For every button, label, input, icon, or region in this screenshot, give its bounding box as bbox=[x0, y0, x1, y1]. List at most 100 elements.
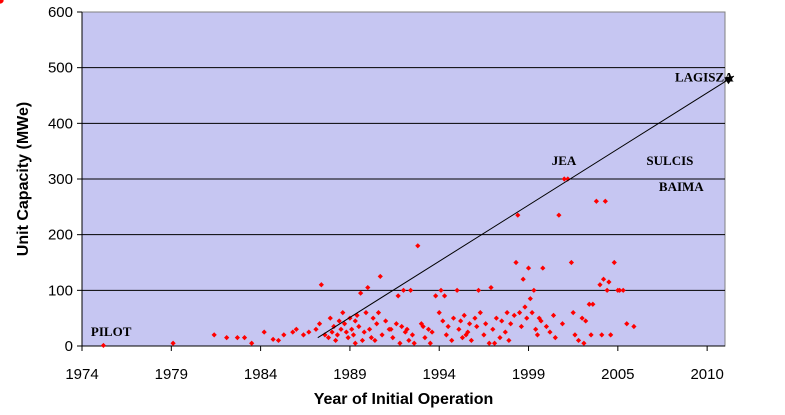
data-point bbox=[318, 282, 324, 288]
data-point bbox=[459, 335, 466, 341]
data-point bbox=[377, 273, 383, 280]
data-point bbox=[441, 293, 448, 299]
data-point bbox=[211, 332, 217, 338]
data-point bbox=[456, 326, 462, 332]
data-point bbox=[397, 340, 403, 346]
annotation-label: PILOT bbox=[91, 324, 132, 339]
data-point bbox=[504, 310, 510, 316]
data-point bbox=[499, 318, 505, 324]
data-point bbox=[334, 332, 341, 338]
data-point bbox=[350, 332, 357, 338]
data-point bbox=[502, 329, 508, 335]
data-point bbox=[475, 287, 482, 293]
data-point bbox=[356, 323, 362, 330]
trend-arrow-line bbox=[317, 75, 735, 339]
data-point bbox=[316, 321, 323, 327]
data-point bbox=[472, 315, 478, 321]
data-point bbox=[468, 337, 474, 344]
data-point bbox=[427, 340, 433, 346]
data-point bbox=[100, 342, 107, 349]
x-tick-label: 1989 bbox=[333, 366, 366, 383]
data-point bbox=[393, 321, 399, 327]
data-point bbox=[538, 318, 544, 324]
data-point bbox=[531, 287, 537, 293]
data-point bbox=[593, 198, 599, 204]
data-point bbox=[631, 323, 637, 330]
data-point bbox=[333, 337, 339, 344]
data-point bbox=[383, 318, 389, 324]
data-point bbox=[425, 326, 432, 332]
data-point bbox=[597, 282, 603, 288]
data-point bbox=[368, 335, 374, 341]
data-point bbox=[363, 310, 369, 316]
data-point bbox=[438, 287, 444, 293]
data-point bbox=[620, 287, 626, 293]
data-point bbox=[270, 336, 276, 342]
data-point bbox=[349, 326, 355, 332]
data-point bbox=[575, 337, 582, 344]
data-point bbox=[361, 329, 367, 335]
data-point bbox=[374, 321, 380, 327]
data-point bbox=[491, 340, 498, 346]
data-point bbox=[458, 318, 464, 324]
data-point bbox=[325, 335, 332, 341]
data-point bbox=[483, 321, 489, 327]
data-point bbox=[527, 296, 533, 302]
data-point bbox=[579, 315, 585, 321]
data-point bbox=[600, 276, 607, 282]
data-point bbox=[445, 323, 451, 330]
data-point bbox=[529, 310, 535, 316]
x-tick-label: 1994 bbox=[423, 366, 456, 383]
data-point bbox=[440, 318, 446, 324]
data-point bbox=[599, 332, 605, 338]
data-point bbox=[390, 335, 396, 341]
data-point bbox=[568, 259, 574, 266]
y-tick-label: 400 bbox=[48, 115, 73, 132]
y-axis-tick-labels: 0 100 200 300 400 500 600 bbox=[48, 4, 82, 355]
data-point bbox=[454, 287, 460, 293]
annotation-label: SULCIS bbox=[646, 153, 693, 168]
data-point bbox=[336, 318, 342, 324]
data-point bbox=[322, 332, 328, 338]
data-point bbox=[395, 293, 401, 299]
data-point bbox=[450, 315, 457, 321]
annotation-label: BAIMA bbox=[659, 179, 704, 194]
x-tick-label: 1984 bbox=[244, 366, 277, 383]
data-point bbox=[443, 332, 449, 338]
data-point bbox=[561, 176, 567, 182]
data-point bbox=[449, 337, 455, 344]
data-point bbox=[466, 321, 473, 327]
data-point bbox=[586, 301, 592, 307]
data-point bbox=[581, 340, 587, 346]
data-point bbox=[477, 310, 483, 316]
x-tick-label: 1979 bbox=[155, 366, 188, 383]
data-point bbox=[461, 312, 467, 318]
data-point bbox=[493, 315, 499, 321]
data-point bbox=[524, 315, 530, 321]
data-point bbox=[275, 337, 282, 344]
highlight-point bbox=[0, 0, 4, 4]
data-point bbox=[345, 335, 351, 341]
data-point bbox=[515, 212, 521, 218]
y-tick-label: 500 bbox=[48, 60, 73, 77]
data-point bbox=[533, 326, 539, 332]
data-point bbox=[261, 329, 267, 335]
y-axis-title: Unit Capacity (MWe) bbox=[15, 102, 32, 256]
annotations: PILOT LAGISZA JEA SULCIS BAIMA bbox=[91, 70, 734, 339]
data-point bbox=[525, 265, 532, 271]
x-axis-tick-labels: 1974 1979 1984 1989 1994 1999 2005 2010 bbox=[65, 346, 724, 383]
data-point bbox=[547, 329, 553, 335]
data-point bbox=[624, 321, 630, 327]
data-point bbox=[354, 312, 360, 318]
data-point bbox=[372, 337, 378, 344]
data-point bbox=[611, 259, 617, 266]
data-point bbox=[486, 340, 492, 346]
data-point bbox=[536, 315, 542, 321]
data-point bbox=[370, 315, 376, 321]
data-point bbox=[497, 335, 503, 341]
y-tick-label: 300 bbox=[48, 171, 73, 188]
data-point bbox=[481, 332, 487, 338]
data-point bbox=[474, 323, 480, 330]
data-point bbox=[352, 318, 358, 324]
